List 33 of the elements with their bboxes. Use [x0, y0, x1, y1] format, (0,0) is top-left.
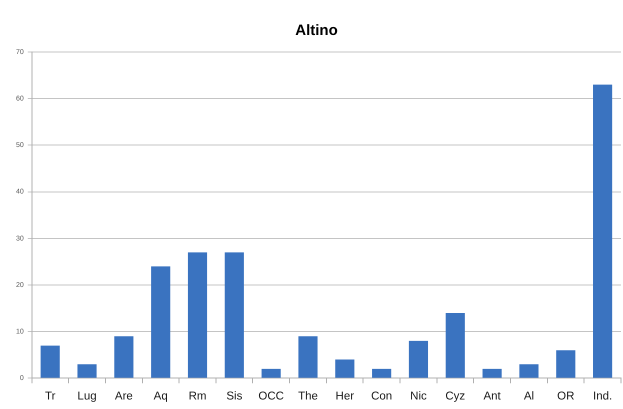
bar: [446, 312, 465, 378]
chart-title: Altino: [295, 22, 338, 40]
bar: [482, 368, 502, 378]
x-tick-label: OR: [557, 390, 574, 402]
bar: [298, 336, 318, 378]
x-tick-label: OCC: [258, 390, 284, 402]
bar: [408, 340, 428, 378]
bar: [151, 266, 170, 378]
x-tick-label: Al: [524, 390, 534, 402]
x-tick-label: Ind.: [592, 390, 612, 402]
x-tick-label: Ant: [483, 390, 502, 402]
x-tick-label: Rm: [188, 390, 206, 402]
x-tick-label: Her: [336, 390, 354, 402]
x-tick-label: The: [298, 390, 318, 402]
bar: [556, 350, 576, 378]
bar: [188, 252, 208, 378]
x-tick-label: Cyz: [445, 390, 466, 402]
bar: [40, 346, 60, 378]
x-tick-label: Aq: [154, 390, 168, 402]
bar: [372, 368, 392, 378]
bar: [114, 336, 134, 378]
x-tick-label: Tr: [44, 390, 56, 402]
bar: [519, 364, 539, 378]
x-tick-label: Lug: [77, 390, 97, 402]
x-tick-label: Con: [371, 390, 392, 402]
x-tick-label: Are: [114, 390, 133, 402]
bar: [224, 252, 244, 378]
x-tick-label: Nic: [410, 390, 428, 402]
bar: [262, 368, 281, 378]
bar: [593, 84, 612, 378]
bar: [77, 364, 97, 378]
x-tick-label: Sis: [226, 390, 243, 402]
bar: [335, 360, 354, 378]
